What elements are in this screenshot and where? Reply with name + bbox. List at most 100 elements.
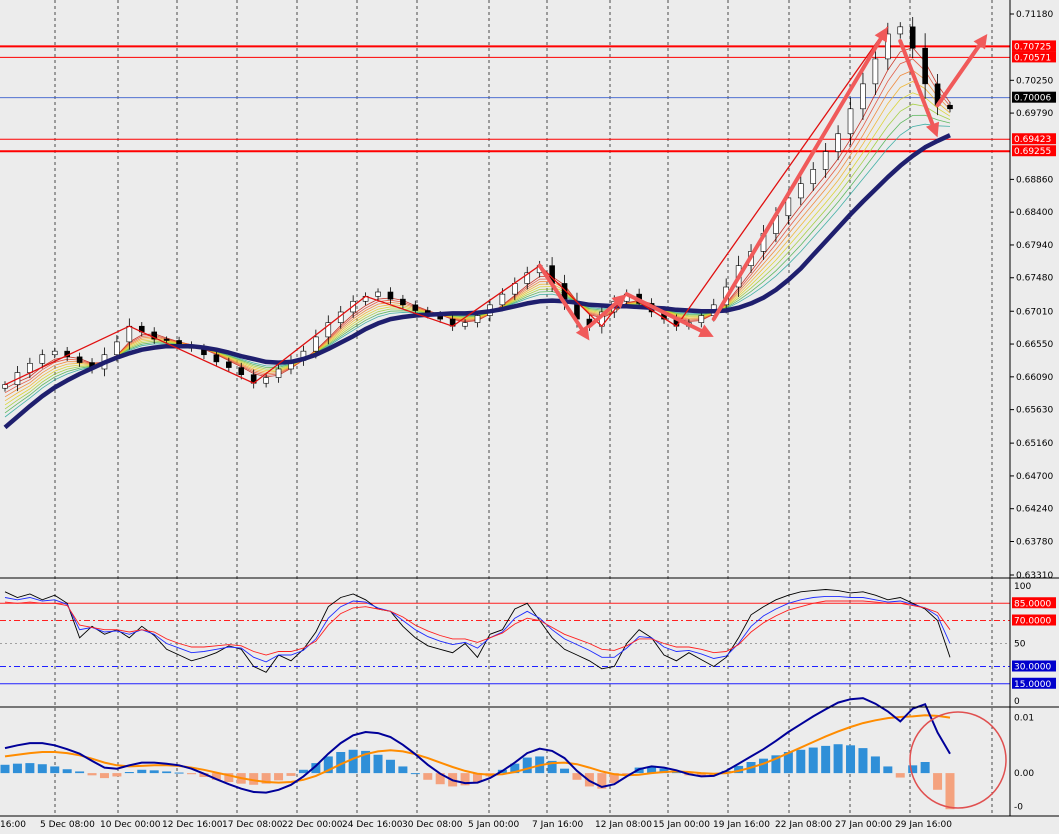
macd-histogram-bar — [659, 768, 669, 774]
slow-ma-line — [3, 133, 951, 430]
macd-signal-line — [4, 714, 951, 784]
macd-histogram-bar — [410, 773, 420, 775]
candle-body — [412, 304, 419, 311]
arrow-shaft — [711, 36, 883, 322]
date-tick-label: 12 Dec 16:00 — [162, 820, 223, 830]
candle-body — [2, 384, 8, 389]
price-tick-label: 0.67940 — [1016, 241, 1053, 251]
rsi-level-tag — [1012, 660, 1056, 672]
candle-body — [275, 368, 282, 378]
candle-body — [151, 331, 158, 340]
annotation-arrow — [587, 294, 627, 329]
macd-histogram-bar — [37, 764, 47, 774]
macd-histogram-bar — [298, 769, 308, 774]
arrow-shaft — [935, 43, 982, 108]
candle-body — [400, 298, 406, 306]
rsi-level-label: 85.0000 — [1014, 599, 1051, 609]
candle-body — [76, 356, 83, 363]
grid-layer — [54, 0, 993, 816]
arrow-shaft — [898, 39, 935, 127]
macd-histogram-bar — [671, 772, 681, 774]
macd-histogram-bar — [734, 765, 744, 774]
price-tick-label: 0.68400 — [1016, 208, 1053, 218]
arrow-head — [925, 121, 940, 138]
macd-histogram-bar — [721, 770, 731, 774]
candle-body — [474, 315, 481, 323]
macd-histogram-bar — [162, 771, 172, 774]
macd-histogram-bar — [771, 755, 781, 774]
date-tick-label: 15 Jan 00:00 — [653, 820, 710, 830]
rsi-level-label: 70.0000 — [1014, 617, 1051, 627]
price-tick-label: 0.64240 — [1016, 505, 1053, 515]
macd-histogram-bar — [385, 759, 395, 774]
price-level-label: 0.69423 — [1014, 135, 1051, 145]
macd-histogram-bar — [137, 769, 147, 774]
macd-histogram-bar — [187, 773, 197, 775]
macd-histogram-bar — [821, 745, 831, 774]
macd-histogram-bar — [622, 773, 632, 775]
macd-histogram-bar — [211, 773, 221, 780]
macd-histogram-bar — [547, 760, 557, 774]
macd-histogram-bar — [149, 770, 159, 774]
candle-body — [375, 291, 381, 297]
price-tick-label: 0.67010 — [1016, 307, 1053, 317]
price-tick-label: 0.66550 — [1016, 340, 1053, 350]
rsi-level-tag — [1012, 677, 1056, 689]
macd-histogram-bar — [647, 766, 657, 774]
date-tick-label: 30 Dec 08:00 — [402, 820, 463, 830]
price-tick-label: 0.66090 — [1016, 373, 1053, 383]
macd-histogram-bar — [510, 763, 520, 774]
macd-histogram-bar — [249, 773, 259, 785]
macd-histogram-bar — [261, 773, 271, 784]
candle-body — [462, 322, 468, 327]
date-tick-label: 22 Jan 08:00 — [775, 820, 832, 830]
date-tick-label: 27 Jan 00:00 — [835, 820, 892, 830]
candle-body — [512, 283, 518, 295]
date-tick-label: 5 Jan 00:00 — [468, 820, 520, 830]
candle-body — [213, 354, 220, 363]
macd-histogram-bar — [124, 772, 134, 774]
annotation-arrow — [935, 33, 988, 108]
macd-histogram-bar — [833, 744, 843, 774]
price-tick-label: 0.70250 — [1016, 76, 1053, 86]
date-tick-label: 5 Dec 08:00 — [40, 820, 95, 830]
candle-body — [126, 325, 133, 343]
date-tick-label: 24 Dec 16:00 — [342, 820, 403, 830]
macd-histogram-bar — [286, 773, 296, 776]
macd-histogram-bar — [609, 773, 619, 784]
rsi-tick-label: 100 — [1014, 582, 1031, 592]
date-tick-label: 22 Dec 00:00 — [282, 820, 343, 830]
candle-body — [922, 47, 928, 85]
price-tick-label: 0.65630 — [1016, 406, 1053, 416]
candle-body — [51, 350, 58, 356]
candle-body — [847, 108, 854, 135]
arrow-head — [874, 26, 888, 43]
macd-histogram-bar — [933, 773, 943, 790]
macd-histogram-bar — [336, 752, 346, 774]
date-tick-label: 10 Dec 00:00 — [100, 820, 161, 830]
candle-body — [387, 291, 394, 300]
macd-tick-label: 0.01 — [1014, 714, 1034, 724]
macd-histogram-bar — [311, 763, 321, 774]
candle-body — [698, 315, 705, 323]
candle-body — [835, 133, 841, 152]
macd-histogram-bar — [361, 750, 371, 774]
rsi-series-line — [4, 600, 951, 656]
macd-histogram-bar — [783, 752, 793, 774]
macd-histogram-bar — [460, 773, 470, 786]
macd-histogram-bar — [796, 749, 806, 774]
candle-body — [785, 197, 792, 217]
price-tick-label: 0.63780 — [1016, 537, 1053, 547]
macd-histogram-bar — [62, 769, 72, 774]
candle-body — [947, 104, 953, 110]
macd-histogram-bar — [858, 748, 868, 774]
rsi-tick-label: 50 — [1014, 640, 1026, 650]
macd-histogram-bar — [597, 773, 607, 789]
price-tick-label: 0.67480 — [1016, 274, 1053, 284]
date-tick-label: 17 Dec 08:00 — [222, 820, 283, 830]
arrow-shaft — [537, 263, 584, 331]
macd-histogram-bar — [274, 773, 284, 781]
